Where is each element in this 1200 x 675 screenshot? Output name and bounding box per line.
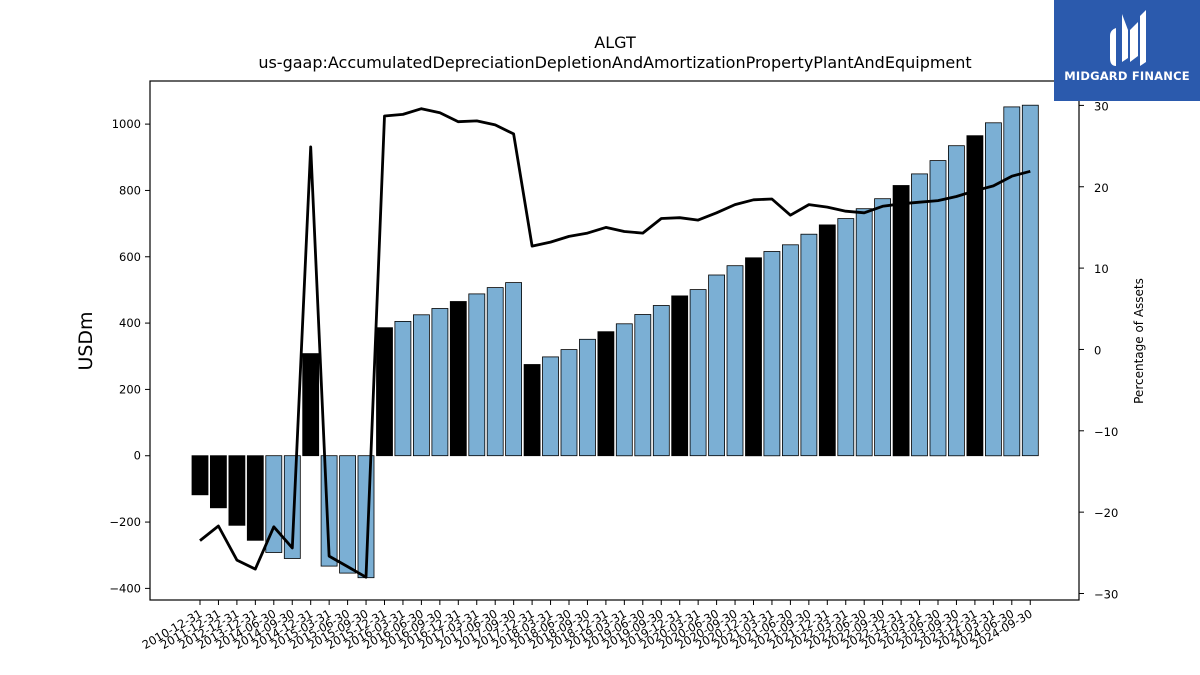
bar xyxy=(523,364,541,457)
bar xyxy=(376,327,393,457)
bar xyxy=(745,257,762,457)
plot-frame xyxy=(149,80,1080,601)
bar xyxy=(505,282,523,457)
bar xyxy=(542,356,559,457)
bar xyxy=(782,244,799,457)
y-tick-label: 1000 xyxy=(112,117,141,131)
y-axis-right: −30 −20 −10 0 10 20 30 xyxy=(1079,99,1118,601)
bar xyxy=(800,233,818,457)
bar xyxy=(579,338,596,457)
bar xyxy=(246,455,264,541)
bar xyxy=(966,135,984,457)
brand-name: MIDGARD FINANCE xyxy=(1064,69,1190,83)
bar xyxy=(689,289,707,457)
chart-title: ALGT xyxy=(594,33,636,52)
bar xyxy=(560,349,578,457)
bar xyxy=(412,314,430,457)
y2-axis-label: Percentage of Assets xyxy=(1132,278,1146,404)
bar xyxy=(265,455,283,553)
y2-tick-label: −20 xyxy=(1094,506,1118,520)
bar xyxy=(486,287,504,457)
series-line xyxy=(199,107,1031,579)
y-axis-label: USDm xyxy=(75,311,97,370)
y-tick-label: −400 xyxy=(109,581,141,595)
bar xyxy=(597,331,615,457)
y2-tick-label: 20 xyxy=(1094,181,1109,195)
brand-logo: MIDGARD FINANCE xyxy=(1054,0,1200,101)
bar xyxy=(1021,104,1039,457)
bar xyxy=(302,353,320,457)
bar xyxy=(209,455,227,509)
bar xyxy=(929,160,947,457)
y-tick-label: 800 xyxy=(119,183,141,197)
chart-subtitle: us-gaap:AccumulatedDepreciationDepletion… xyxy=(258,53,971,72)
bar xyxy=(671,295,689,457)
y2-tick-label: 30 xyxy=(1094,99,1109,113)
bar xyxy=(1003,106,1021,457)
bar xyxy=(191,455,209,496)
bar xyxy=(763,251,781,457)
bar xyxy=(394,320,412,457)
y-tick-label: 400 xyxy=(119,316,141,330)
y2-tick-label: 0 xyxy=(1094,343,1101,357)
plot-area xyxy=(191,104,1039,579)
bar xyxy=(892,185,910,457)
bar xyxy=(818,224,836,457)
x-axis: 2010-12-312011-12-312012-12-312013-12-31… xyxy=(140,600,1035,652)
y-tick-label: 600 xyxy=(119,250,141,264)
bar xyxy=(708,274,725,457)
y2-tick-label: −10 xyxy=(1094,425,1118,439)
y2-tick-label: −30 xyxy=(1094,587,1118,601)
bar xyxy=(339,455,357,574)
bar xyxy=(855,208,873,457)
bar xyxy=(634,314,652,457)
bar xyxy=(874,198,891,457)
bar xyxy=(431,308,449,457)
bar xyxy=(726,265,744,457)
y-tick-label: 200 xyxy=(119,382,141,396)
bar xyxy=(837,218,855,457)
bar xyxy=(652,305,670,457)
y-axis-left: −400 −200 0 200 400 600 800 1000 xyxy=(109,117,150,595)
y-tick-label: 0 xyxy=(134,449,141,463)
bar xyxy=(911,173,928,457)
bar xyxy=(985,122,1002,457)
bar xyxy=(228,455,246,526)
bar xyxy=(449,301,467,457)
y-tick-label: −200 xyxy=(109,515,141,529)
bar xyxy=(948,145,965,457)
logo-mark-icon xyxy=(1110,10,1146,66)
bar xyxy=(615,323,633,457)
y2-tick-label: 10 xyxy=(1094,262,1109,276)
bar xyxy=(468,293,486,457)
